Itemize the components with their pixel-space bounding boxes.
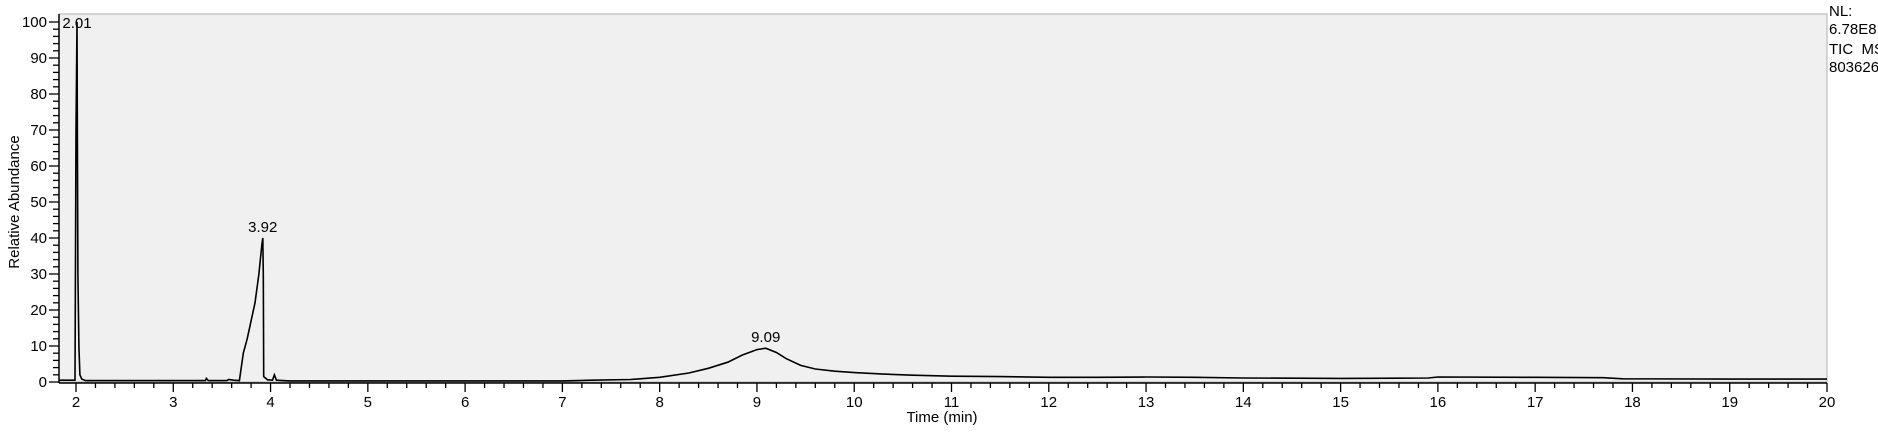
file-id-label: 803626 <box>1829 59 1878 76</box>
x-tick-label: 7 <box>558 394 566 411</box>
y-tick-label: 70 <box>30 122 47 139</box>
y-axis-label: Relative Abundance <box>6 135 23 268</box>
x-tick-label: 4 <box>266 394 274 411</box>
x-tick-label: 20 <box>1819 394 1836 411</box>
x-tick-label: 2 <box>72 394 80 411</box>
y-tick-label: 10 <box>30 338 47 355</box>
y-tick-label: 20 <box>30 302 47 319</box>
x-tick-label: 8 <box>655 394 663 411</box>
x-axis: 2 3 4 5 6 7 8 9 10 11 12 13 14 15 16 17 18 19 20 <box>59 382 1836 411</box>
nl-value: 6.78E8 <box>1829 21 1877 38</box>
x-tick-label: 6 <box>461 394 469 411</box>
plot-area <box>58 13 1828 383</box>
x-tick-label: 9 <box>753 394 761 411</box>
tic-trace <box>59 21 1827 382</box>
y-tick-label: 90 <box>30 50 47 67</box>
y-tick-label: 40 <box>30 230 47 247</box>
y-axis: 0 10 20 30 40 50 60 70 80 90 100 <box>22 14 60 391</box>
x-tick-label: 11 <box>944 394 960 411</box>
x-axis-label: Time (min) <box>906 409 977 426</box>
x-tick-label: 19 <box>1721 394 1738 411</box>
y-tick-label: 50 <box>30 194 47 211</box>
y-tick-label: 80 <box>30 86 47 103</box>
x-tick-label: 14 <box>1235 394 1252 411</box>
x-tick-label: 15 <box>1332 394 1349 411</box>
peak-label: 9.09 <box>751 329 780 346</box>
x-tick-label: 5 <box>364 394 372 411</box>
x-tick-label: 12 <box>1040 394 1057 411</box>
peak-label: 2.01 <box>62 15 91 32</box>
x-tick-label: 13 <box>1138 394 1155 411</box>
x-tick-label: 3 <box>169 394 177 411</box>
x-tick-label: 16 <box>1430 394 1447 411</box>
x-tick-label: 18 <box>1624 394 1641 411</box>
nl-label: NL: <box>1829 3 1852 20</box>
scan-type-label: TIC MS <box>1829 41 1878 58</box>
peak-label: 3.92 <box>248 219 277 236</box>
x-tick-label: 17 <box>1527 394 1544 411</box>
y-tick-label: 100 <box>22 14 47 31</box>
y-tick-label: 30 <box>30 266 47 283</box>
y-tick-label: 0 <box>39 374 47 391</box>
y-tick-label: 60 <box>30 158 47 175</box>
peak-labels: 2.01 3.92 9.09 <box>62 15 780 346</box>
x-tick-label: 10 <box>846 394 863 411</box>
